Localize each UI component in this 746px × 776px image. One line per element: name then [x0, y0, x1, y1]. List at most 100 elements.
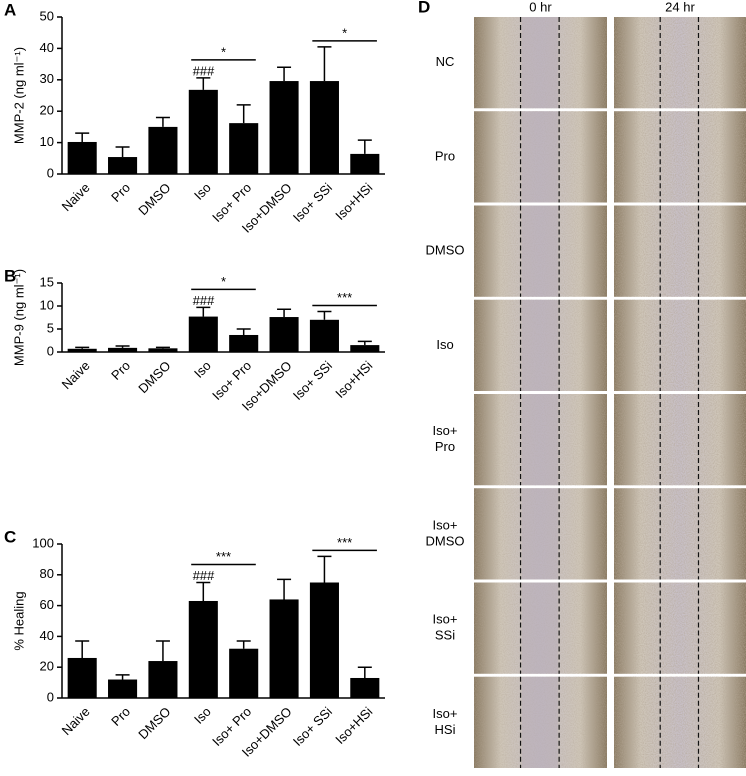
bar [67, 657, 97, 698]
x-tick-label: Iso [191, 358, 214, 381]
error-bar [75, 132, 90, 142]
row-label: DMSO [426, 533, 465, 548]
x-tick-label: Naive [59, 704, 93, 738]
wound-gap [521, 205, 558, 297]
error-bar [115, 146, 130, 158]
micrograph-texture [614, 17, 746, 109]
error-bar [277, 578, 292, 600]
x-tick-label: Iso+HSi [332, 180, 375, 223]
wound-gap [521, 299, 558, 391]
error-bar [357, 666, 372, 678]
error-bar [277, 66, 292, 82]
x-tick-label: Pro [108, 704, 133, 729]
panel-letter: A [4, 0, 16, 19]
x-tick-label: DMSO [135, 358, 173, 396]
y-tick-label: 15 [40, 274, 54, 289]
error-bar [317, 46, 332, 82]
row-label: NC [436, 54, 455, 69]
significance-label: *** [337, 535, 352, 550]
y-tick-label: 20 [40, 103, 54, 118]
error-bar [277, 308, 292, 318]
y-tick-label: 40 [40, 40, 54, 55]
x-tick-label: Iso+HSi [332, 704, 375, 747]
bar [148, 126, 178, 174]
y-axis-label: MMP-2 (ng ml⁻¹) [11, 47, 26, 144]
bar [350, 153, 380, 174]
bar [229, 123, 259, 174]
significance-label: * [221, 274, 226, 289]
error-bar [317, 310, 332, 320]
micrograph-texture [614, 299, 746, 391]
x-tick-label: Iso+ SSi [290, 358, 335, 403]
y-tick-label: 0 [47, 165, 54, 180]
row-label: HSi [435, 722, 456, 737]
y-tick-label: 20 [40, 659, 54, 674]
y-tick-label: 0 [47, 343, 54, 358]
error-bar [155, 346, 170, 349]
x-tick-label: DMSO [135, 704, 173, 742]
error-bar [317, 555, 332, 583]
bar [229, 334, 259, 352]
y-tick-label: 5 [47, 320, 54, 335]
error-bar [196, 306, 211, 317]
significance-mark: ### [192, 63, 214, 78]
y-tick-label: 80 [40, 566, 54, 581]
column-label: 24 hr [665, 0, 695, 14]
error-bar [196, 581, 211, 601]
bar [309, 81, 339, 174]
error-bar [155, 116, 170, 127]
y-axis-label: % Healing [11, 591, 26, 650]
y-tick-label: 30 [40, 71, 54, 86]
y-tick-label: 40 [40, 628, 54, 643]
bar [269, 81, 299, 174]
error-bar [115, 674, 130, 680]
row-label: DMSO [426, 243, 465, 258]
micrograph-texture [614, 394, 746, 486]
wound-gap [521, 676, 558, 768]
x-tick-label: Naive [59, 180, 93, 214]
bar [229, 648, 259, 698]
bar [148, 661, 178, 698]
significance-label: * [342, 25, 347, 40]
error-bar [75, 640, 90, 658]
bar [188, 89, 218, 174]
micrograph-texture [614, 582, 746, 674]
row-label: Iso [436, 337, 453, 352]
bar [188, 316, 218, 352]
row-label: SSi [435, 628, 455, 643]
micrograph-texture [614, 488, 746, 580]
x-tick-label: Iso [191, 704, 214, 727]
row-label: Pro [435, 148, 455, 163]
bar [350, 677, 380, 698]
x-tick-label: Iso+ SSi [290, 180, 335, 225]
bar [67, 141, 97, 174]
bar [108, 347, 138, 352]
y-tick-label: 10 [40, 134, 54, 149]
y-tick-label: 60 [40, 597, 54, 612]
micrograph-texture [614, 111, 746, 203]
error-bar [236, 640, 251, 649]
wound-gap [521, 17, 558, 109]
y-tick-label: 50 [40, 8, 54, 23]
significance-label: * [221, 44, 226, 59]
bar [188, 600, 218, 698]
chart: A MMP-2 (ng ml⁻¹) 0 10 20 30 40 50 Naive Pro DMSO I… [4, 0, 385, 236]
micrograph-texture [614, 676, 746, 768]
error-bar [196, 77, 211, 90]
error-bar [236, 328, 251, 335]
micrograph-texture [614, 205, 746, 297]
error-bar [357, 139, 372, 154]
row-label: Pro [435, 439, 455, 454]
error-bar [236, 104, 251, 124]
x-tick-label: Iso [191, 180, 214, 203]
error-bar [155, 640, 170, 662]
error-bar [115, 345, 130, 348]
y-tick-label: 10 [40, 297, 54, 312]
bar [269, 599, 299, 698]
panel-letter: C [4, 527, 16, 546]
bar [309, 582, 339, 698]
significance-label: *** [337, 290, 352, 305]
